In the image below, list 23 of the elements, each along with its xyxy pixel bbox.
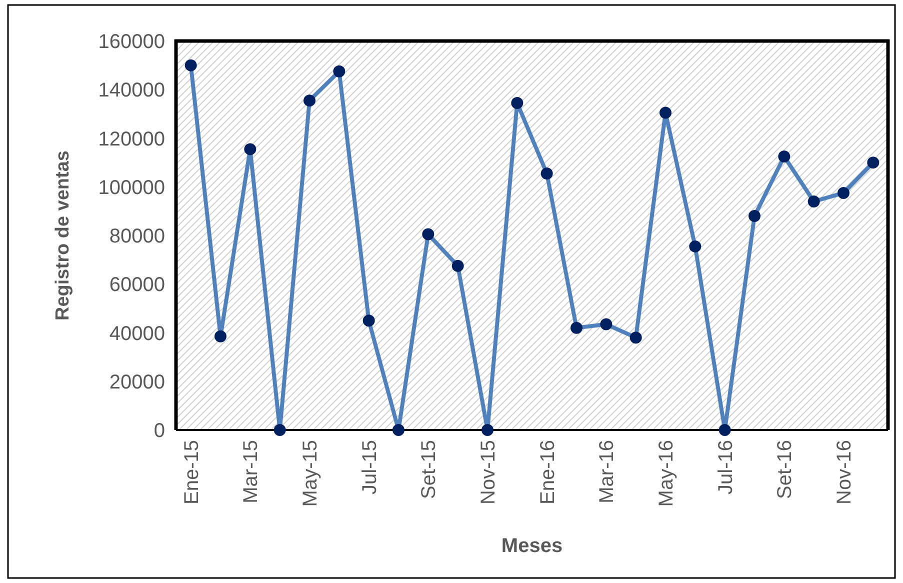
x-tick-label: Nov-16 — [834, 440, 856, 504]
x-tick-label: Ene-15 — [180, 440, 203, 504]
y-tick-label: 140000 — [98, 80, 165, 102]
x-tick-label: Nov-15 — [478, 440, 500, 504]
y-tick-label: 60000 — [109, 274, 165, 296]
y-tick-label: 40000 — [109, 322, 165, 345]
x-tick-label: Set-16 — [774, 440, 796, 499]
y-axis-title: Registro de ventas — [52, 150, 74, 320]
x-tick-label: Jul-16 — [714, 440, 737, 494]
x-tick-label: Jul-15 — [358, 440, 381, 494]
y-tick-label: 120000 — [98, 128, 165, 150]
y-tick-label: 160000 — [98, 31, 165, 53]
x-tick-label: May-16 — [656, 440, 678, 507]
x-tick-label: Ene-16 — [536, 440, 559, 504]
y-tick-label: 80000 — [109, 226, 165, 248]
x-tick-label: May-15 — [300, 440, 322, 507]
y-tick-label: 0 — [154, 420, 165, 442]
x-tick-label: Set-15 — [418, 440, 440, 499]
y-tick-label: 20000 — [109, 371, 165, 394]
x-tick-label: Mar-16 — [596, 440, 618, 504]
x-axis-title: Meses — [501, 535, 563, 557]
x-tick-label: Mar-15 — [240, 440, 262, 504]
y-tick-label: 100000 — [98, 176, 165, 199]
